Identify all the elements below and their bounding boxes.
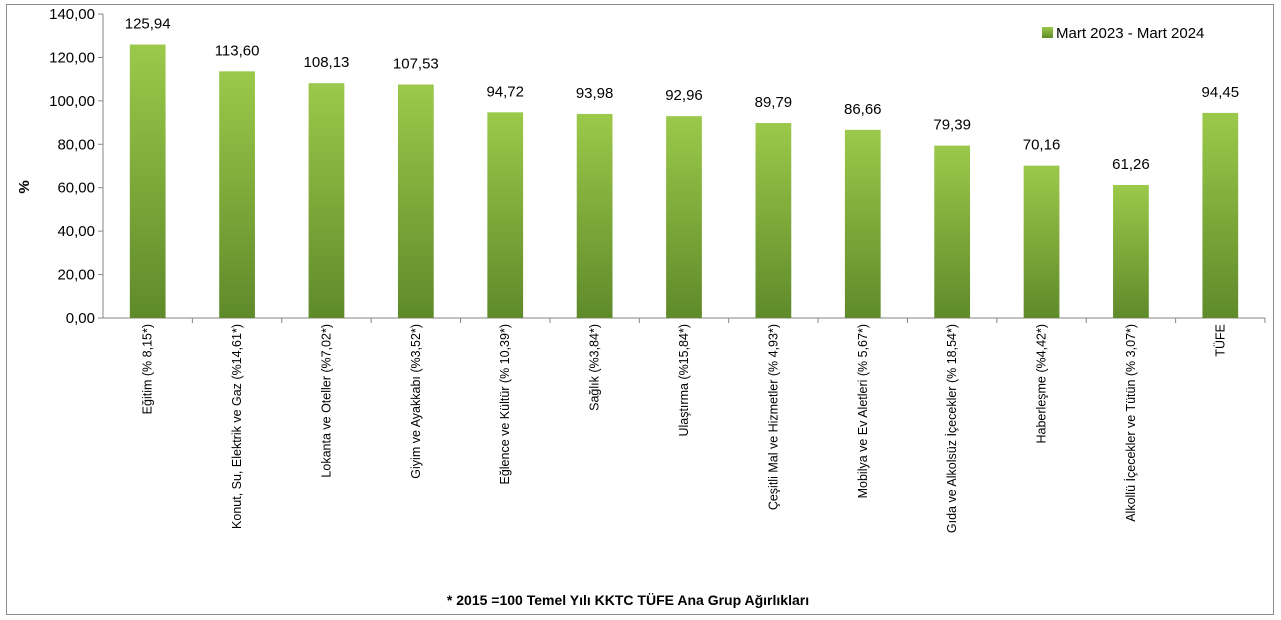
bar — [1202, 112, 1239, 318]
data-label: 92,96 — [665, 87, 703, 104]
bar — [666, 116, 702, 318]
data-label: 70,16 — [1023, 137, 1061, 154]
category-label: Lokanta ve Oteller (%7,02*) — [319, 324, 333, 478]
data-label: 86,66 — [844, 101, 882, 118]
category-label: Mobilya ve Ev Aletleri (% 5,67*) — [856, 324, 870, 498]
category-label: Eğlence ve Kültür (% 10,39*) — [498, 324, 512, 485]
y-tick-label: 100,00 — [49, 93, 95, 110]
data-label: 94,72 — [486, 83, 524, 100]
bar — [755, 123, 792, 318]
data-label: 125,94 — [125, 16, 171, 33]
y-ticks: 0,00 20,00 40,00 60,00 80,00 100,00 120,00 140,… — [49, 6, 1266, 327]
bars — [129, 44, 1239, 319]
category-label: Haberleşme (%4,42*) — [1035, 324, 1049, 444]
data-label: 94,45 — [1202, 84, 1240, 101]
bar — [487, 112, 524, 318]
y-tick-label: 120,00 — [49, 49, 95, 66]
data-label: 61,26 — [1112, 156, 1150, 173]
data-label: 79,39 — [933, 117, 971, 134]
bar — [576, 113, 613, 319]
y-tick-label: 60,00 — [57, 180, 95, 197]
axes: % — [16, 14, 1265, 319]
data-label: 89,79 — [755, 94, 793, 111]
bar-chart: % 0,00 20,00 40,00 60,00 80,00 100,00 120,00 14… — [16, 6, 1266, 608]
y-tick-label: 20,00 — [57, 267, 95, 284]
legend: Mart 2023 - Mart 2024 — [1042, 25, 1204, 42]
y-tick-label: 140,00 — [49, 6, 95, 23]
bar — [129, 44, 166, 319]
data-label: 93,98 — [576, 85, 614, 102]
category-label: Eğitim (% 8,15*) — [141, 324, 155, 414]
legend-label: Mart 2023 - Mart 2024 — [1056, 25, 1204, 42]
bar — [219, 71, 255, 318]
bar — [934, 145, 971, 318]
bar — [1113, 184, 1149, 318]
data-label: 113,60 — [215, 42, 260, 59]
legend-swatch — [1042, 27, 1053, 38]
category-label: Giyim ve Ayakkabı (%3,52*) — [409, 324, 423, 479]
category-label: Ulaştırma (%15,84*) — [677, 324, 691, 437]
category-label: Konut, Su, Elektrik ve Gaz (%14,61*) — [230, 324, 244, 529]
category-labels: Eğitim (% 8,15*) Konut, Su, Elektrik ve G… — [141, 324, 1228, 533]
data-labels: 125,94 113,60 108,13 107,53 94,72 93,98 92,96 8… — [125, 16, 1239, 173]
y-tick-label: 0,00 — [66, 310, 95, 327]
category-label: Gıda ve Alkolsüz İçecekler (% 18,54*) — [945, 324, 959, 533]
y-axis-title: % — [16, 180, 33, 193]
category-label: Çeşitli Mal ve Hizmetler (% 4,93*) — [766, 324, 780, 510]
category-label: TÜFE — [1213, 324, 1227, 357]
data-label: 107,53 — [393, 56, 439, 73]
data-label: 108,13 — [304, 54, 350, 71]
bar — [1023, 165, 1060, 318]
bar — [397, 84, 434, 318]
chart-frame: % 0,00 20,00 40,00 60,00 80,00 100,00 120,00 14… — [6, 4, 1274, 615]
bar — [844, 129, 881, 318]
category-label: Sağlık (%3,84*) — [588, 324, 602, 411]
category-label: Alkollü İçecekler ve Tütün (% 3,07*) — [1124, 324, 1138, 522]
y-tick-label: 80,00 — [57, 136, 95, 153]
x-axis-footnote: * 2015 =100 Temel Yılı KKTC TÜFE Ana Gru… — [447, 592, 809, 608]
y-tick-label: 40,00 — [57, 223, 95, 240]
bar — [308, 83, 345, 318]
